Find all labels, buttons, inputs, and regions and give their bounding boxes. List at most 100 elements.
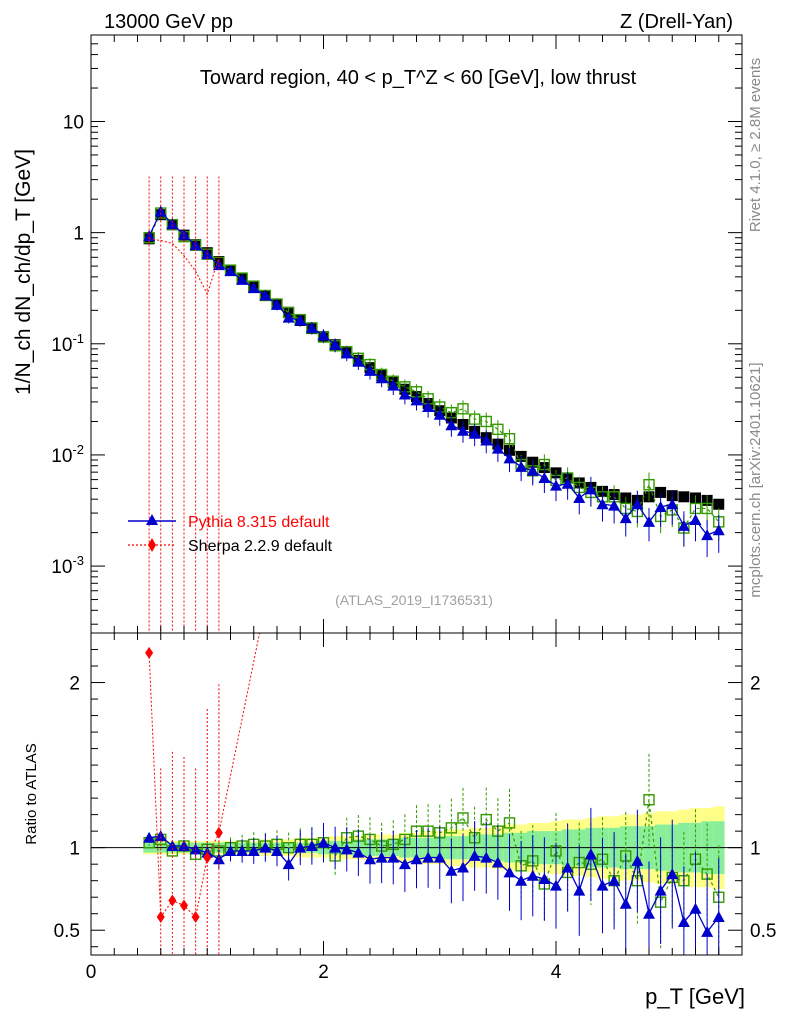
ratio-pythia-marker bbox=[387, 851, 400, 863]
ratio-green-line bbox=[148, 799, 720, 905]
pythia-marker bbox=[503, 452, 516, 464]
ratio-ytick-label-left: 0.5 bbox=[54, 921, 80, 942]
ratio-pythia-marker bbox=[364, 853, 376, 865]
ratio-green-marker bbox=[503, 817, 516, 829]
legend-sherpa-marker bbox=[148, 538, 156, 552]
pythia-marker bbox=[491, 442, 504, 454]
ratio-xtick-label: 2 bbox=[318, 962, 329, 983]
data-point bbox=[655, 486, 667, 498]
main-ytick-label: 10 bbox=[63, 112, 84, 133]
ratio-pythia-marker bbox=[305, 840, 318, 852]
pythia-marker bbox=[271, 298, 283, 310]
header-left: 13000 GeV pp bbox=[104, 11, 233, 33]
green-marker bbox=[643, 478, 655, 491]
ratio-pythia-marker bbox=[317, 836, 330, 848]
ratio-pythia-marker bbox=[375, 851, 388, 863]
rivet-version-label: Rivet 4.1.0, ≥ 2.8M events bbox=[747, 58, 764, 232]
pythia-marker bbox=[584, 483, 597, 495]
pythia-marker bbox=[573, 491, 586, 503]
ratio-pythia-marker bbox=[503, 866, 516, 878]
pythia-marker bbox=[480, 434, 493, 446]
pythia-marker bbox=[526, 464, 539, 476]
ratio-plot-series bbox=[143, 632, 725, 955]
ratio-green-marker bbox=[457, 812, 469, 824]
green-marker bbox=[503, 432, 516, 445]
legend-pythia-label: Pythia 8.315 default bbox=[188, 514, 330, 531]
ratio-green-marker bbox=[445, 822, 458, 834]
pythia-marker bbox=[596, 498, 609, 510]
green-marker bbox=[701, 502, 713, 515]
ratio-pythia-marker bbox=[433, 851, 446, 863]
pythia-marker bbox=[701, 529, 714, 541]
pythia-marker bbox=[387, 379, 400, 391]
ratio-pythia-marker bbox=[643, 907, 655, 919]
analysis-tag: (ATLAS_2019_I1736531) bbox=[335, 592, 493, 608]
ratio-sherpa-marker bbox=[180, 899, 188, 912]
main-ytick-label: 1 bbox=[73, 224, 84, 245]
pythia-marker bbox=[666, 498, 679, 510]
ratio-ylabel: Ratio to ATLAS bbox=[23, 743, 40, 844]
pythia-marker bbox=[305, 321, 318, 333]
ratio-pythia-marker bbox=[247, 844, 260, 856]
pythia-marker bbox=[445, 419, 458, 431]
legend: Pythia 8.315 default Sherpa 2.2.9 defaul… bbox=[128, 514, 333, 555]
ratio-xtick-label: 4 bbox=[551, 962, 562, 983]
ratio-ylabel-text: Ratio to ATLAS bbox=[23, 743, 40, 844]
header-right: Z (Drell-Yan) bbox=[620, 11, 733, 33]
data-point bbox=[713, 498, 725, 510]
pythia-marker bbox=[515, 460, 528, 472]
plot-title-text: Toward region, 40 < p_T^Z < 60 [GeV], lo… bbox=[200, 67, 637, 89]
ratio-pythia-marker bbox=[526, 869, 539, 881]
pythia-marker bbox=[143, 230, 156, 242]
pythia-marker bbox=[340, 347, 353, 359]
main-ytick-label: 10-2 bbox=[51, 442, 84, 467]
ratio-ytick-label-left: 1 bbox=[69, 839, 80, 860]
ratio-pythia-marker bbox=[689, 902, 702, 914]
pythia-marker bbox=[154, 205, 167, 217]
ratio-sherpa-marker bbox=[156, 911, 165, 924]
pythia-marker bbox=[282, 311, 295, 323]
ratio-pythia-marker bbox=[457, 861, 469, 873]
ratio-pythia-marker bbox=[666, 868, 679, 880]
ratio-ytick-label-left: 2 bbox=[69, 674, 80, 695]
ratio-pythia-marker bbox=[282, 858, 295, 870]
ratio-pythia-marker bbox=[445, 864, 458, 876]
ratio-pythia-marker bbox=[561, 861, 574, 873]
data-point bbox=[678, 491, 690, 503]
main-ylabel-text: 1/N_ch dN_ch/dp_T [GeV] bbox=[12, 149, 35, 395]
ratio-sherpa-marker bbox=[191, 911, 200, 924]
ratio-sherpa-marker bbox=[168, 894, 177, 907]
ratio-pythia-marker bbox=[352, 846, 365, 858]
ratio-ytick-label-right: 0.5 bbox=[750, 921, 776, 942]
pythia-marker bbox=[247, 282, 260, 294]
ratio-xlabel-text: p_T [GeV] bbox=[645, 984, 745, 1009]
green-marker bbox=[480, 415, 492, 428]
pythia-marker bbox=[468, 427, 481, 439]
pythia-marker bbox=[654, 501, 667, 513]
pythia-marker bbox=[608, 499, 621, 511]
pythia-marker bbox=[457, 424, 469, 436]
ratio-pythia-marker bbox=[480, 851, 493, 863]
pythia-marker bbox=[433, 408, 446, 420]
mcplots-label: mcplots.cern.ch [arXiv:2401.10621] bbox=[747, 362, 764, 597]
ratio-pythia-marker bbox=[538, 873, 551, 885]
ratio-xlabel: p_T [GeV] bbox=[645, 984, 745, 1009]
ratio-pythia-marker bbox=[410, 853, 423, 865]
ratio-pythia-marker bbox=[259, 841, 272, 853]
pythia-marker bbox=[643, 515, 655, 527]
ratio-pythia-marker bbox=[654, 884, 667, 896]
pythia-marker bbox=[631, 498, 644, 510]
pythia-marker bbox=[398, 388, 411, 400]
pythia-marker bbox=[561, 477, 574, 489]
ratio-pythia-marker bbox=[491, 856, 504, 868]
ratio-pythia-marker bbox=[619, 897, 632, 909]
ratio-pythia-marker bbox=[701, 925, 714, 937]
ratio-sherpa-marker bbox=[214, 826, 223, 839]
ratio-green-marker bbox=[643, 794, 655, 806]
pythia-marker bbox=[619, 512, 632, 524]
ratio-pythia-marker bbox=[422, 851, 435, 863]
ratio-pythia-marker bbox=[236, 844, 249, 856]
pythia-marker bbox=[538, 472, 551, 484]
ratio-pythia-marker bbox=[608, 874, 621, 886]
